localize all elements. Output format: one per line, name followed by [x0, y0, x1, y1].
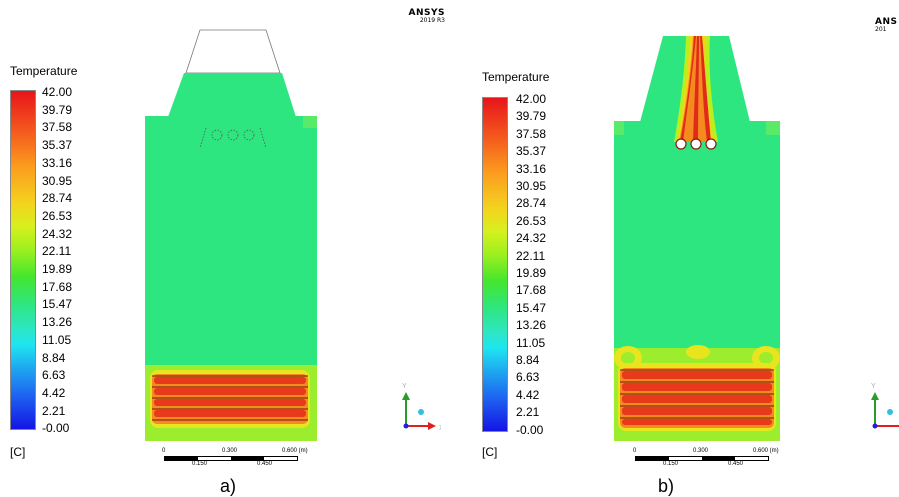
legend-unit: [C] [482, 445, 498, 459]
legend-tick: 30.95 [42, 173, 73, 188]
legend-tick: 6.63 [516, 370, 540, 385]
inlet-outlines [199, 127, 267, 149]
legend-tick: 8.84 [516, 353, 540, 367]
caption-a: a) [220, 476, 237, 496]
caption-b: b) [658, 476, 675, 496]
scale-tick: 0 [633, 448, 637, 454]
temperature-contour-b [614, 36, 780, 441]
legend-tick: 30.95 [516, 179, 547, 193]
ansys-logo: ANS 201 [875, 17, 899, 33]
legend-tick: -0.00 [42, 421, 70, 436]
legend-tick: 42.00 [516, 92, 547, 106]
legend-tick: 4.42 [42, 385, 66, 400]
scale-tick: 0.600 (m) [282, 448, 308, 454]
legend-tick: 15.47 [42, 297, 73, 312]
legend-tick: 24.32 [516, 231, 547, 246]
legend-tick: 13.26 [516, 318, 547, 333]
scale-tick: 0.450 [728, 461, 744, 467]
scale-tick: 0.150 [663, 461, 679, 467]
legend-tick: 2.21 [516, 405, 540, 420]
legend-unit: [C] [10, 445, 26, 459]
scale-tick: 0 [162, 448, 166, 454]
hood-outline [185, 29, 281, 74]
heater-lines [620, 369, 774, 419]
scale-bar: 0 0.300 0.600 (m) 0.150 0.450 [162, 448, 312, 468]
legend-tick: 42.00 [42, 85, 73, 99]
heater-tubes [622, 371, 772, 425]
legend-tick: 33.16 [42, 155, 73, 170]
hood-fill [168, 73, 296, 117]
legend-tick: 13.26 [42, 315, 73, 330]
legend-tick: 4.42 [516, 387, 540, 402]
hot-plumes [674, 36, 718, 142]
legend-tick: 8.84 [42, 350, 66, 365]
heater-lines [152, 375, 308, 421]
color-bar [482, 97, 508, 432]
legend-tick: 22.11 [516, 248, 546, 263]
color-bar [10, 90, 36, 430]
legend-tick: 6.63 [42, 368, 66, 383]
legend-tick: 11.05 [516, 335, 546, 350]
legend-title: Temperature [10, 64, 78, 78]
axis-triad: Y X [402, 383, 441, 432]
heater-tubes [154, 377, 306, 417]
inlet-nozzles [675, 138, 717, 150]
legend-tick: 33.16 [516, 161, 547, 176]
legend-tick: 22.11 [42, 244, 72, 259]
legend-tick: -0.00 [516, 422, 544, 437]
legend-tick: 15.47 [516, 300, 547, 315]
brand-version: 2019 R3 [419, 17, 445, 24]
legend-tick: 35.37 [516, 144, 547, 159]
panel-b: Temperature 42.00 39.79 37.58 35.37 33.1… [470, 0, 899, 497]
axis-triad: Y [871, 383, 899, 429]
legend-tick: 37.58 [42, 120, 73, 135]
legend-tick: 24.32 [42, 226, 73, 241]
legend-tick: 19.89 [42, 262, 73, 276]
legend-tick: 35.37 [42, 138, 73, 153]
legend-tick: 17.68 [516, 283, 547, 298]
scale-tick: 0.300 [693, 448, 709, 454]
x-axis-label: X [439, 425, 441, 432]
scale-tick: 0.450 [257, 461, 273, 467]
legend-ticks: 42.00 39.79 37.58 35.37 33.16 30.95 28.7… [42, 85, 92, 436]
legend-tick: 28.74 [42, 191, 73, 206]
y-axis-label: Y [871, 383, 876, 390]
y-axis-label: Y [402, 383, 407, 390]
legend-tick: 26.53 [42, 208, 73, 223]
brand-name: ANSYS [408, 8, 445, 18]
temperature-contour-a [145, 29, 317, 441]
scale-tick: 0.300 [222, 448, 238, 454]
legend-tick: 28.74 [516, 196, 547, 211]
legend-tick: 2.21 [42, 403, 66, 418]
legend-tick: 37.58 [516, 126, 547, 141]
legend-tick: 17.68 [42, 279, 73, 294]
scale-tick: 0.150 [192, 461, 208, 467]
panel-a: Temperature 42.00 39.79 37.58 35.37 33.1… [10, 8, 445, 496]
legend-tick: 11.05 [42, 332, 72, 347]
scale-tick: 0.600 (m) [753, 448, 779, 454]
legend-tick: 39.79 [516, 109, 547, 124]
legend-ticks: 42.00 39.79 37.58 35.37 33.16 30.95 28.7… [516, 93, 566, 438]
scale-bar: 0 0.300 0.600 (m) 0.150 0.450 [633, 448, 783, 468]
legend-title: Temperature [482, 70, 550, 84]
brand-version: 201 [875, 26, 887, 33]
legend-tick: 26.53 [516, 213, 547, 228]
legend-tick: 39.79 [42, 102, 73, 117]
brand-name: ANS [875, 17, 898, 27]
legend-tick: 19.89 [516, 266, 547, 280]
ansys-logo: ANSYS 2019 R3 [395, 8, 445, 24]
